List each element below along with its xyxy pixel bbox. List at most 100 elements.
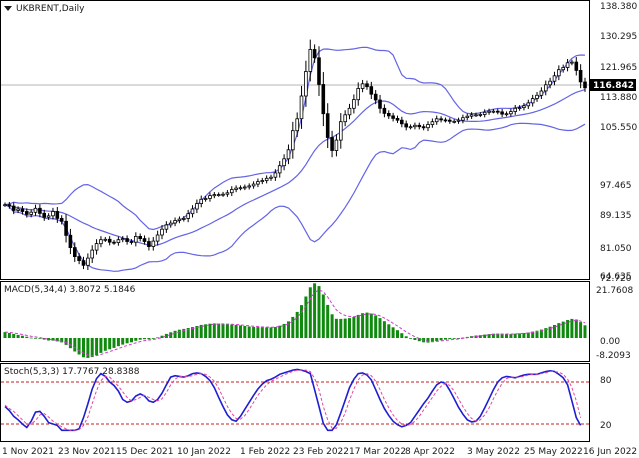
macd-histogram-bar [164, 333, 168, 338]
macd-histogram-bar [108, 338, 112, 350]
macd-histogram-bar [55, 338, 59, 342]
macd-signal-line [4, 289, 586, 357]
macd-histogram-bar [151, 338, 155, 339]
macd-histogram-bar [103, 338, 107, 351]
x-tick-label: 23 Nov 2021 [58, 447, 116, 457]
macd-histogram-bar [326, 304, 330, 339]
candle-body [391, 115, 395, 119]
candle-body [500, 111, 504, 115]
candle-body [86, 257, 90, 266]
collapse-triangle-icon[interactable] [4, 6, 12, 11]
candle-body [208, 195, 212, 199]
macd-histogram-bar [68, 338, 72, 349]
candle-body [160, 228, 164, 236]
candle-body [16, 208, 20, 211]
candle-body [3, 204, 7, 207]
macd-histogram-bar [417, 338, 421, 342]
macd-histogram-bar [313, 283, 317, 338]
candle-body [447, 119, 452, 122]
candle-body [155, 234, 160, 242]
candle-body [133, 235, 138, 243]
macd-histogram-bar [361, 313, 365, 338]
macd-histogram-bar [444, 338, 447, 340]
macd-histogram-bar [99, 338, 103, 353]
macd-histogram-bar [387, 324, 391, 338]
candle-body [513, 107, 517, 112]
candle-body [264, 177, 269, 181]
candle-body [504, 113, 509, 116]
macd-histogram-bar [579, 322, 583, 338]
macd-histogram-bar [169, 332, 173, 338]
candle-body [426, 124, 430, 129]
candle-body [195, 203, 199, 210]
candle-body [290, 130, 295, 151]
price-pane-frame [0, 0, 590, 280]
macd-histogram-bar [29, 337, 33, 339]
macd-histogram-bar [334, 318, 338, 338]
candle-body [452, 120, 456, 123]
candle-body [142, 238, 147, 242]
macd-histogram-bar [73, 338, 77, 352]
macd-histogram-bar [566, 320, 570, 338]
macd-histogram-bar [186, 328, 190, 338]
candle-body [334, 139, 339, 152]
x-tick-label: 3 May 2022 [467, 447, 520, 457]
candle-body [273, 172, 278, 178]
candle-body [369, 86, 374, 95]
candle-body [321, 84, 326, 115]
candle-body [24, 211, 29, 215]
stoch-main-line [4, 368, 582, 432]
candle-body [120, 238, 125, 241]
macd-histogram-bar [518, 333, 522, 338]
candle-body [561, 67, 565, 71]
candle-body [535, 94, 539, 99]
symbol-header: UKBRENT,Daily [16, 4, 85, 14]
candle-body [129, 241, 134, 243]
candle-body [247, 185, 252, 188]
price-tick-label: 81.050 [600, 244, 632, 254]
current-price-tag [590, 79, 636, 91]
macd-histogram-bar [557, 323, 561, 338]
macd-histogram-bar [291, 316, 295, 338]
macd-histogram-bar [339, 318, 343, 338]
candle-body [382, 107, 387, 114]
macd-histogram-bar [539, 329, 543, 338]
macd-histogram-bar [448, 338, 452, 340]
macd-histogram-bar [544, 328, 548, 338]
candle-body [583, 81, 587, 89]
macd-histogram-bar [513, 333, 517, 338]
macd-histogram-bar [500, 333, 504, 338]
macd-histogram-bar [138, 338, 142, 340]
candle-body [304, 71, 308, 97]
macd-histogram-bar [487, 334, 491, 338]
candle-body [51, 211, 55, 217]
candle-body [90, 249, 95, 259]
macd-histogram-bar [265, 327, 269, 338]
candle-body [360, 83, 365, 89]
macd-histogram-bar [82, 338, 85, 358]
macd-histogram-bar [191, 327, 194, 338]
macd-histogram-bar [374, 315, 378, 339]
candle-body [64, 220, 68, 236]
macd-histogram-bar [522, 333, 526, 338]
candle-body [474, 114, 478, 117]
macd-histogram-bar [321, 294, 325, 338]
x-tick-label: 1 Nov 2021 [2, 447, 54, 457]
macd-histogram-bar [330, 314, 334, 338]
candle-body [365, 83, 369, 88]
candle-body [574, 61, 579, 71]
candle-body [565, 62, 570, 68]
macd-histogram-bar [352, 317, 356, 338]
price-tick-label: 113.880 [600, 93, 637, 103]
price-series-group [3, 39, 587, 272]
candle-body [225, 192, 230, 195]
candle-body [347, 107, 352, 116]
candle-body [386, 113, 391, 117]
candle-body [421, 126, 426, 129]
price-tick-label: 64.635 [600, 272, 632, 282]
macd-histogram-bar [278, 325, 282, 338]
candle-body [465, 115, 470, 118]
candle-body [408, 126, 413, 129]
current-price-label: 116.842 [593, 81, 634, 91]
